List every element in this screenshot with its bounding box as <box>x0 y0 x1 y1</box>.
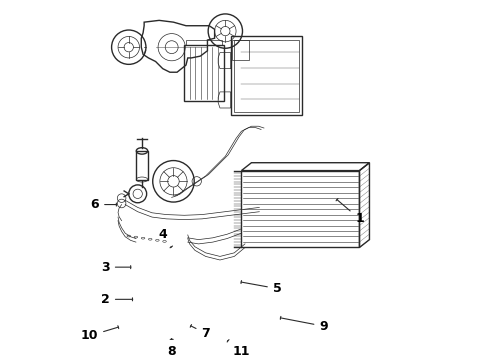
Text: 2: 2 <box>101 293 133 306</box>
Bar <box>232 40 248 60</box>
Bar <box>242 171 360 247</box>
Bar <box>186 40 222 45</box>
Text: 8: 8 <box>168 339 176 358</box>
Text: 4: 4 <box>158 229 172 248</box>
Text: 3: 3 <box>101 261 131 274</box>
Text: 1: 1 <box>336 198 364 225</box>
Text: 6: 6 <box>91 198 117 211</box>
Text: 10: 10 <box>81 326 119 342</box>
Text: 9: 9 <box>280 316 328 333</box>
Text: 11: 11 <box>227 339 250 358</box>
Bar <box>136 151 147 180</box>
Bar <box>184 45 223 101</box>
Text: 7: 7 <box>190 325 210 340</box>
Bar <box>234 40 298 112</box>
Text: 5: 5 <box>241 280 282 295</box>
